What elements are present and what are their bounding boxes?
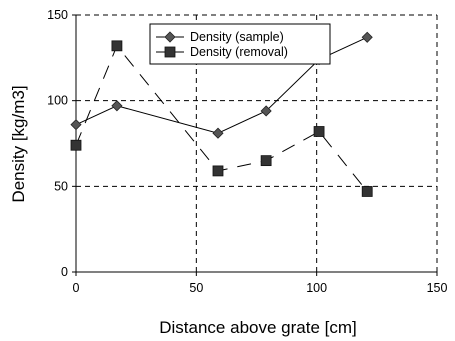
legend-entry: Density (removal) — [156, 45, 288, 59]
x-tick-label: 50 — [189, 281, 203, 295]
x-tick-label: 150 — [427, 281, 448, 295]
x-tick-label: 100 — [306, 281, 327, 295]
data-point — [212, 165, 224, 177]
data-point — [260, 155, 272, 167]
data-point — [313, 126, 325, 137]
legend-entry: Density (sample) — [156, 30, 284, 44]
data-point — [111, 100, 123, 112]
series-line — [75, 44, 368, 192]
series-2 — [70, 40, 373, 197]
legend-box — [149, 23, 331, 65]
tick-labels: 0 50 100 150 0 50 100 150 — [47, 8, 447, 295]
x-tick-label: 0 — [73, 281, 80, 295]
data-point — [361, 31, 373, 43]
data-point — [70, 139, 82, 151]
data-point — [361, 186, 373, 197]
y-axis-title: Density [kg/m3] — [9, 85, 28, 202]
y-tick-label: 0 — [61, 265, 68, 279]
y-tick-label: 50 — [54, 179, 68, 193]
legend-label: Density (sample) — [190, 30, 284, 44]
data-point — [260, 105, 272, 117]
x-axis-title: Distance above grate [cm] — [159, 318, 356, 337]
grid — [76, 14, 438, 272]
data-point — [111, 40, 123, 52]
y-tick-label: 100 — [47, 94, 68, 108]
y-tick-label: 150 — [47, 8, 68, 22]
legend-label: Density (removal) — [190, 45, 288, 59]
legend: Density (sample)Density (removal) — [149, 23, 331, 65]
data-point — [70, 119, 82, 131]
legend-marker — [164, 46, 176, 58]
data-point — [212, 127, 224, 139]
legend-marker — [164, 31, 176, 43]
